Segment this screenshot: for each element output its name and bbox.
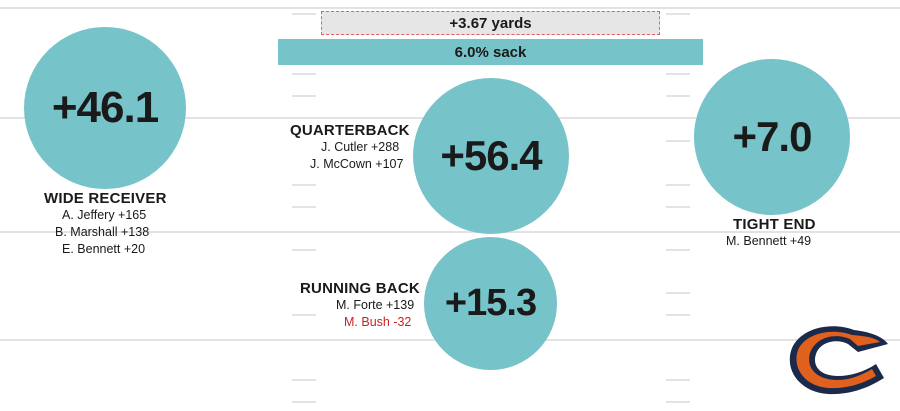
running-back-title: RUNNING BACK [300, 280, 420, 297]
yards-label: +3.67 yards [449, 14, 532, 32]
yards-bar: +3.67 yards [321, 11, 660, 35]
quarterback-value: +56.4 [440, 132, 542, 179]
wide-receiver-player-2: B. Marshall +138 [55, 225, 150, 239]
running-back-value: +15.3 [444, 282, 537, 324]
wide-receiver-player-3: E. Bennett +20 [62, 242, 146, 256]
tight-end-player-1: M. Bennett +49 [726, 234, 812, 248]
tight-end-title: TIGHT END [733, 216, 816, 233]
tight-end-circle: +7.0 [694, 59, 850, 215]
wide-receiver-circle: +46.1 [24, 27, 186, 189]
sack-label: 6.0% sack [454, 43, 527, 61]
quarterback-title: QUARTERBACK [290, 122, 410, 139]
quarterback-player-2: J. McCown +107 [310, 157, 404, 171]
wide-receiver-title: WIDE RECEIVER [44, 190, 167, 207]
tight-end-value: +7.0 [732, 113, 813, 160]
quarterback-player-1: J. Cutler +288 [321, 140, 400, 154]
quarterback-circle: +56.4 [413, 78, 569, 234]
bears-c-logo-icon [789, 326, 888, 395]
running-back-circle: +15.3 [424, 237, 557, 370]
sack-bar: 6.0% sack [278, 39, 703, 65]
running-back-player-1: M. Forte +139 [336, 298, 415, 312]
running-back-player-2: M. Bush -32 [344, 315, 412, 329]
wide-receiver-value: +46.1 [51, 83, 159, 132]
wide-receiver-player-1: A. Jeffery +165 [62, 208, 147, 222]
